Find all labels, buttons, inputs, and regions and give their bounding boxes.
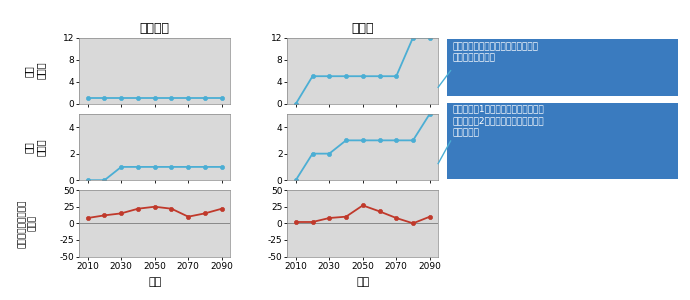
Text: 灌潑
レベル: 灌潑 レベル: [23, 62, 46, 80]
Text: 品種
レベル: 品種 レベル: [23, 138, 46, 156]
Text: 品種レベル1では既存品種への切り替
え、レベル2以上では新規品種の開発
導入が必要: 品種レベル1では既存品種への切り替 え、レベル2以上では新規品種の開発 導入が必…: [453, 105, 544, 137]
Text: 現在からの収量変化
（％）: 現在からの収量変化 （％）: [18, 199, 37, 248]
Title: アメリカ: アメリカ: [140, 22, 170, 35]
Title: インド: インド: [351, 22, 374, 35]
X-axis label: 年代: 年代: [148, 277, 161, 286]
Text: 灌潑レベルが高いほど大規模な灌潑
面積の拡大が必要: 灌潑レベルが高いほど大規模な灌潑 面積の拡大が必要: [453, 42, 539, 63]
X-axis label: 年代: 年代: [356, 277, 369, 286]
